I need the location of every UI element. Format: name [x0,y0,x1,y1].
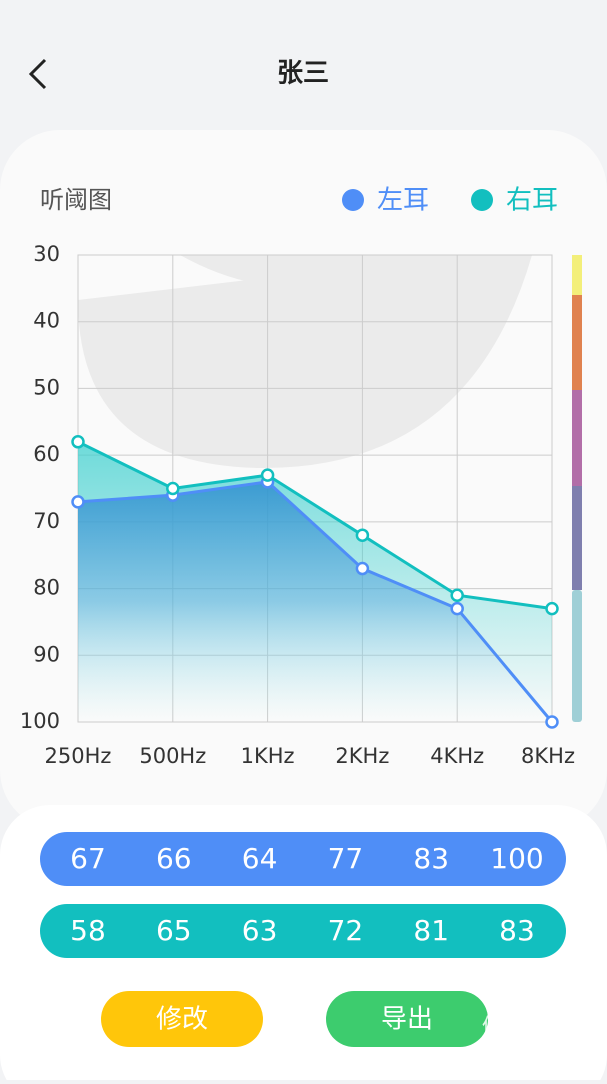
point [450,601,464,616]
legend-label: 右耳 [506,186,558,216]
y-tick-label: 80 [33,576,60,600]
point [545,715,559,729]
value-cell: 66 [156,842,192,875]
speech-banana [78,255,532,469]
legend-dot [471,189,493,211]
y-tick-label: 40 [33,309,60,333]
watermark: 仍玩游戏 [482,1015,570,1040]
x-tick-label: 1KHz [241,744,295,768]
chart-title: 听阈图 [40,186,112,214]
level-bar [572,255,582,295]
value-cell: 58 [70,914,106,947]
legend-label: 左耳 [377,186,429,216]
legend-dot [342,189,364,211]
export-button-label[interactable]: 导出 [381,1005,433,1035]
edit-button-label[interactable]: 修改 [156,1005,208,1035]
header-title: 张三 [277,59,329,89]
line [77,480,554,723]
x-tick-label: 250Hz [45,744,112,768]
plot: 30 40 50 60 70 80 90 100 250Hz 500Hz 1KHz 2KHz 4KHz 8… [20,242,575,768]
y-tick-label: 100 [20,709,60,733]
x-tick-label: 500Hz [139,744,206,768]
value-cell: 83 [413,842,449,875]
watermark: Rengwan Games [484,1045,577,1058]
value-cell: 83 [499,914,535,947]
value-cell: 67 [70,842,106,875]
value-cell: 81 [413,914,449,947]
line [77,440,553,611]
value-rows: 67 66 64 77 83 100 58 65 63 72 81 83 [40,832,566,958]
level-bar [572,295,582,390]
point [355,561,370,576]
back-button[interactable] [28,58,47,90]
point [450,588,464,602]
y-tick-label: 30 [33,242,60,266]
edit-button[interactable] [101,991,263,1047]
y-tick-label: 90 [33,642,60,666]
level-bar [572,486,582,590]
point [71,495,85,509]
x-tick-label: 4KHz [430,744,484,768]
values-row [40,832,566,886]
point [545,601,559,616]
point [355,528,370,542]
export-button[interactable] [326,991,488,1047]
x-tick-label: 8KHz [521,744,575,768]
point [166,481,180,496]
y-tick-label: 60 [33,442,60,466]
y-tick-label: 50 [33,375,60,399]
value-cell: 77 [328,842,364,875]
value-cell: 72 [328,914,364,947]
value-cell: 100 [490,842,543,875]
value-cell: 63 [242,914,278,947]
x-tick-label: 2KHz [335,744,389,768]
level-bar [572,390,582,486]
point [71,435,85,449]
y-tick-label: 70 [33,509,60,533]
value-cell: 65 [156,914,192,947]
area [78,481,552,722]
value-cell: 64 [242,842,278,875]
values-row [40,904,566,958]
level-bar [572,590,582,722]
point [260,468,275,482]
